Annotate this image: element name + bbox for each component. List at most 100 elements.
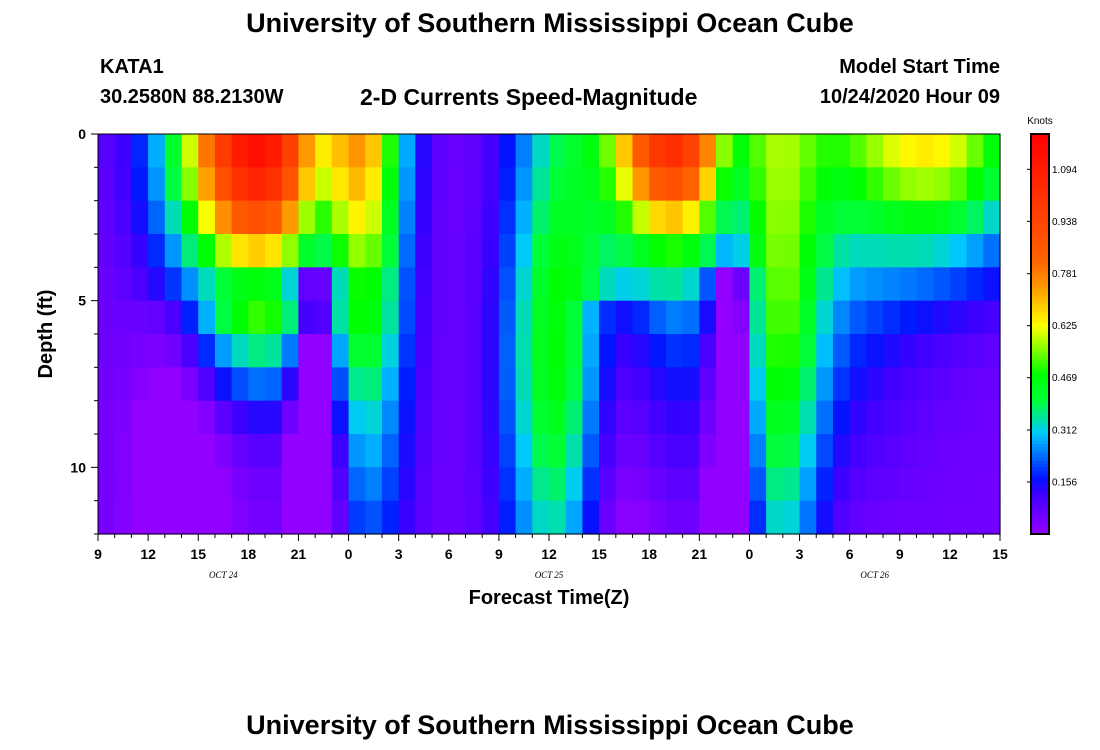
heatmap-cell — [615, 267, 634, 302]
heatmap-cell — [949, 200, 968, 235]
heatmap-cell — [398, 200, 416, 235]
heatmap-cell — [949, 400, 968, 435]
heatmap-cell — [549, 167, 567, 202]
day-label: OCT 24 — [209, 570, 238, 580]
heatmap-cell — [265, 467, 283, 502]
heatmap-cell — [164, 367, 183, 402]
heatmap-cell — [699, 500, 717, 535]
page-title: University of Southern Mississippi Ocean… — [246, 8, 854, 38]
heatmap-cell — [933, 400, 951, 435]
heatmap-cell — [832, 167, 851, 202]
colorbar-segment — [1031, 347, 1049, 352]
heatmap-cell — [432, 200, 450, 235]
x-tick-label: 6 — [445, 546, 453, 562]
heatmap-cell — [782, 400, 801, 435]
colorbar-segment — [1031, 247, 1049, 252]
heatmap-cell — [983, 267, 1001, 302]
x-tick-label: 18 — [641, 546, 657, 562]
colorbar-segment — [1031, 304, 1049, 308]
heatmap-cell — [565, 167, 583, 202]
heatmap-cell — [549, 434, 567, 468]
colorbar-segment — [1031, 510, 1049, 515]
heatmap-cell — [198, 467, 216, 502]
heatmap-cell — [749, 467, 767, 502]
colorbar-segment — [1031, 240, 1049, 245]
heatmap-cell — [682, 234, 700, 268]
heatmap-cell — [298, 267, 316, 302]
colorbar-segment — [1031, 427, 1049, 432]
heatmap-cell — [799, 467, 817, 502]
heatmap-cell — [448, 234, 467, 268]
heatmap-cell — [281, 234, 300, 268]
heatmap-cell — [632, 367, 650, 402]
heatmap-cell — [665, 334, 684, 368]
heatmap-cell — [465, 467, 483, 502]
heatmap-cell — [582, 134, 600, 168]
heatmap-cell — [933, 334, 951, 368]
heatmap-cell — [866, 300, 884, 335]
colorbar-segment — [1031, 447, 1049, 452]
heatmap-cell — [432, 367, 450, 402]
colorbar-segment — [1031, 400, 1049, 405]
heatmap-cell — [582, 167, 600, 202]
heatmap-cell — [432, 500, 450, 535]
heatmap-cell — [281, 434, 300, 468]
heatmap-cell — [766, 500, 784, 535]
heatmap-cell — [732, 200, 751, 235]
x-tick-label: 9 — [495, 546, 503, 562]
heatmap-cell — [766, 334, 784, 368]
heatmap-cell — [665, 134, 684, 168]
heatmap-cell — [766, 267, 784, 302]
heatmap-cell — [214, 334, 233, 368]
colorbar-segment — [1031, 460, 1049, 465]
heatmap-cell — [498, 434, 517, 468]
colorbar-segment — [1031, 517, 1049, 522]
heatmap-cell — [315, 200, 333, 235]
heatmap-cell — [649, 434, 667, 468]
heatmap-cell — [331, 467, 350, 502]
heatmap-cell — [415, 234, 433, 268]
heatmap-cell — [916, 467, 934, 502]
heatmap-cell — [832, 200, 851, 235]
colorbar-segment — [1031, 267, 1049, 272]
heatmap-cell — [415, 167, 433, 202]
heatmap-cell — [348, 400, 366, 435]
x-tick-label: 18 — [241, 546, 257, 562]
colorbar-segment — [1031, 437, 1049, 442]
x-tick-label: 6 — [846, 546, 854, 562]
heatmap-cell — [899, 234, 918, 268]
colorbar-segment — [1031, 377, 1049, 382]
heatmap-cell — [565, 467, 583, 502]
heatmap-cell — [716, 434, 734, 468]
colorbar-segment — [1031, 270, 1049, 275]
heatmap-cell — [599, 267, 617, 302]
heatmap-cell — [448, 434, 467, 468]
heatmap-cell — [732, 434, 751, 468]
colorbar-segment — [1031, 204, 1049, 208]
heatmap-cell — [665, 500, 684, 535]
heatmap-cell — [265, 234, 283, 268]
heatmap-cell — [315, 367, 333, 402]
heatmap-cell — [766, 300, 784, 335]
heatmap-cell — [632, 334, 650, 368]
colorbar-segment — [1031, 344, 1049, 348]
heatmap-cell — [849, 167, 867, 202]
heatmap-cell — [498, 300, 517, 335]
heatmap-cell — [615, 334, 634, 368]
heatmap-cell — [181, 367, 199, 402]
heatmap-cell — [315, 334, 333, 368]
heatmap-cell — [665, 400, 684, 435]
heatmap-cell — [198, 300, 216, 335]
heatmap-cell — [98, 367, 116, 402]
heatmap-cell — [582, 234, 600, 268]
heatmap-cell — [398, 267, 416, 302]
colorbar-segment — [1031, 290, 1049, 295]
heatmap-cell — [632, 400, 650, 435]
heatmap-cell — [916, 134, 934, 168]
heatmap-cell — [465, 500, 483, 535]
colorbar-segment — [1031, 350, 1049, 355]
heatmap-cell — [532, 267, 550, 302]
y-axis-title: Depth (ft) — [35, 290, 57, 379]
colorbar-segment — [1031, 230, 1049, 235]
colorbar-segment — [1031, 334, 1049, 338]
